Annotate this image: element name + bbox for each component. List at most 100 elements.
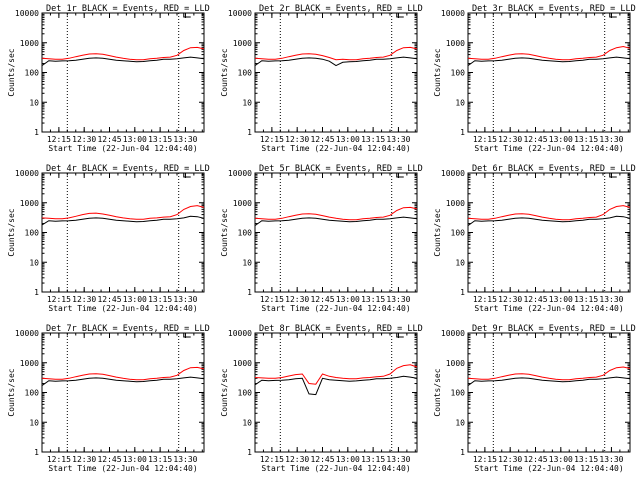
y-tick-label: 1	[34, 288, 39, 297]
series-lld-line	[467, 366, 631, 381]
y-tick-label: 1000	[20, 39, 39, 48]
x-tick-label: 13:15	[361, 135, 385, 144]
x-tick-label: 13:30	[386, 135, 410, 144]
y-tick-label: 1000	[446, 359, 465, 368]
interval-marker	[183, 333, 191, 338]
y-axis-label: Counts/sec	[7, 368, 16, 416]
x-tick-label: 13:30	[173, 295, 197, 304]
y-tick-label: 10000	[15, 9, 39, 18]
x-tick-label: 13:00	[123, 455, 147, 464]
x-tick-label: 13:30	[599, 455, 623, 464]
interval-marker	[396, 173, 404, 178]
x-tick-label: 13:30	[386, 295, 410, 304]
plot-frame	[467, 332, 631, 453]
y-tick-label: 10000	[441, 169, 465, 178]
x-tick-label: 12:30	[72, 295, 96, 304]
panel-title: Det 1r BLACK = Events, RED = LLD	[46, 4, 210, 14]
x-tick-label: 12:15	[260, 295, 284, 304]
series-events-line	[467, 376, 631, 387]
x-tick-label: 13:15	[574, 135, 598, 144]
interval-marker	[183, 13, 191, 18]
y-tick-label: 10	[242, 98, 252, 107]
x-tick-label: 12:30	[285, 295, 309, 304]
x-tick-label: 13:00	[549, 455, 573, 464]
series-lld-line	[467, 45, 631, 61]
panel-3: Det 3r BLACK = Events, RED = LLD 1 10 100 10…	[433, 4, 636, 153]
y-tick-label: 10000	[228, 9, 252, 18]
x-tick-label: 12:45	[310, 455, 334, 464]
plot-frame	[41, 172, 205, 293]
x-tick-label: 12:45	[97, 295, 121, 304]
x-tick-label: 12:15	[47, 455, 71, 464]
x-tick-label: 13:15	[148, 455, 172, 464]
x-tick-label: 12:45	[97, 135, 121, 144]
y-tick-label: 1000	[233, 39, 252, 48]
x-axis-label: Start Time (22-Jun-04 12:04:40)	[474, 464, 623, 473]
x-tick-label: 12:30	[72, 135, 96, 144]
series-events-line	[254, 216, 418, 227]
y-tick-label: 1000	[446, 199, 465, 208]
series-events-line	[254, 375, 418, 396]
y-tick-label: 1000	[233, 359, 252, 368]
x-axis-label: Start Time (22-Jun-04 12:04:40)	[48, 464, 197, 473]
y-tick-label: 1	[460, 288, 465, 297]
y-tick-label: 10	[29, 98, 39, 107]
x-tick-label: 12:45	[523, 295, 547, 304]
panel-title: Det 6r BLACK = Events, RED = LLD	[472, 164, 636, 174]
y-tick-label: 1000	[446, 39, 465, 48]
x-tick-label: 12:30	[498, 135, 522, 144]
y-tick-label: 1000	[20, 199, 39, 208]
x-tick-label: 13:30	[386, 455, 410, 464]
y-tick-label: 100	[238, 229, 253, 238]
x-axis-label: Start Time (22-Jun-04 12:04:40)	[261, 144, 410, 153]
interval-marker	[609, 13, 617, 18]
series-lld-line	[41, 366, 205, 381]
panel-2: Det 2r BLACK = Events, RED = LLD 1 10 100 10…	[220, 4, 423, 153]
y-tick-label: 10	[242, 258, 252, 267]
series-events-line	[467, 215, 631, 227]
x-tick-label: 13:00	[123, 135, 147, 144]
plot-frame	[41, 12, 205, 133]
x-axis-label: Start Time (22-Jun-04 12:04:40)	[261, 304, 410, 313]
y-tick-label: 1	[460, 128, 465, 137]
series-events-line	[41, 376, 205, 387]
y-tick-label: 100	[25, 229, 40, 238]
panel-8: Det 8r BLACK = Events, RED = LLD 1 10 100 10…	[220, 324, 423, 473]
panel-title: Det 2r BLACK = Events, RED = LLD	[259, 4, 423, 14]
x-tick-label: 12:15	[473, 455, 497, 464]
y-tick-label: 1	[34, 128, 39, 137]
y-tick-label: 1	[247, 128, 252, 137]
series-events-line	[41, 215, 205, 226]
y-tick-label: 10000	[228, 169, 252, 178]
x-tick-label: 12:15	[473, 295, 497, 304]
y-tick-label: 100	[451, 69, 466, 78]
x-axis-label: Start Time (22-Jun-04 12:04:40)	[48, 144, 197, 153]
interval-marker	[609, 173, 617, 178]
panel-4: Det 4r BLACK = Events, RED = LLD 1 10 100 10…	[7, 164, 210, 313]
y-axis-label: Counts/sec	[433, 48, 442, 96]
x-tick-label: 13:00	[336, 135, 360, 144]
x-tick-label: 13:00	[123, 295, 147, 304]
panel-title: Det 7r BLACK = Events, RED = LLD	[46, 324, 210, 334]
x-tick-label: 13:15	[361, 455, 385, 464]
panel-title: Det 4r BLACK = Events, RED = LLD	[46, 164, 210, 174]
y-tick-label: 10000	[15, 169, 39, 178]
y-axis-label: Counts/sec	[7, 48, 16, 96]
series-events-line	[254, 56, 418, 67]
y-tick-label: 100	[238, 389, 253, 398]
x-tick-label: 12:15	[260, 455, 284, 464]
panel-7: Det 7r BLACK = Events, RED = LLD 1 10 100 10…	[7, 324, 210, 473]
panel-5: Det 5r BLACK = Events, RED = LLD 1 10 100 10…	[220, 164, 423, 313]
x-tick-label: 13:15	[148, 295, 172, 304]
x-tick-label: 12:15	[473, 135, 497, 144]
interval-marker	[609, 333, 617, 338]
x-tick-label: 13:00	[549, 135, 573, 144]
interval-marker	[396, 333, 404, 338]
x-tick-label: 13:15	[574, 455, 598, 464]
x-axis-label: Start Time (22-Jun-04 12:04:40)	[261, 464, 410, 473]
plot-frame	[41, 332, 205, 453]
x-tick-label: 12:45	[97, 455, 121, 464]
x-tick-label: 12:30	[498, 455, 522, 464]
y-tick-label: 1	[247, 448, 252, 457]
